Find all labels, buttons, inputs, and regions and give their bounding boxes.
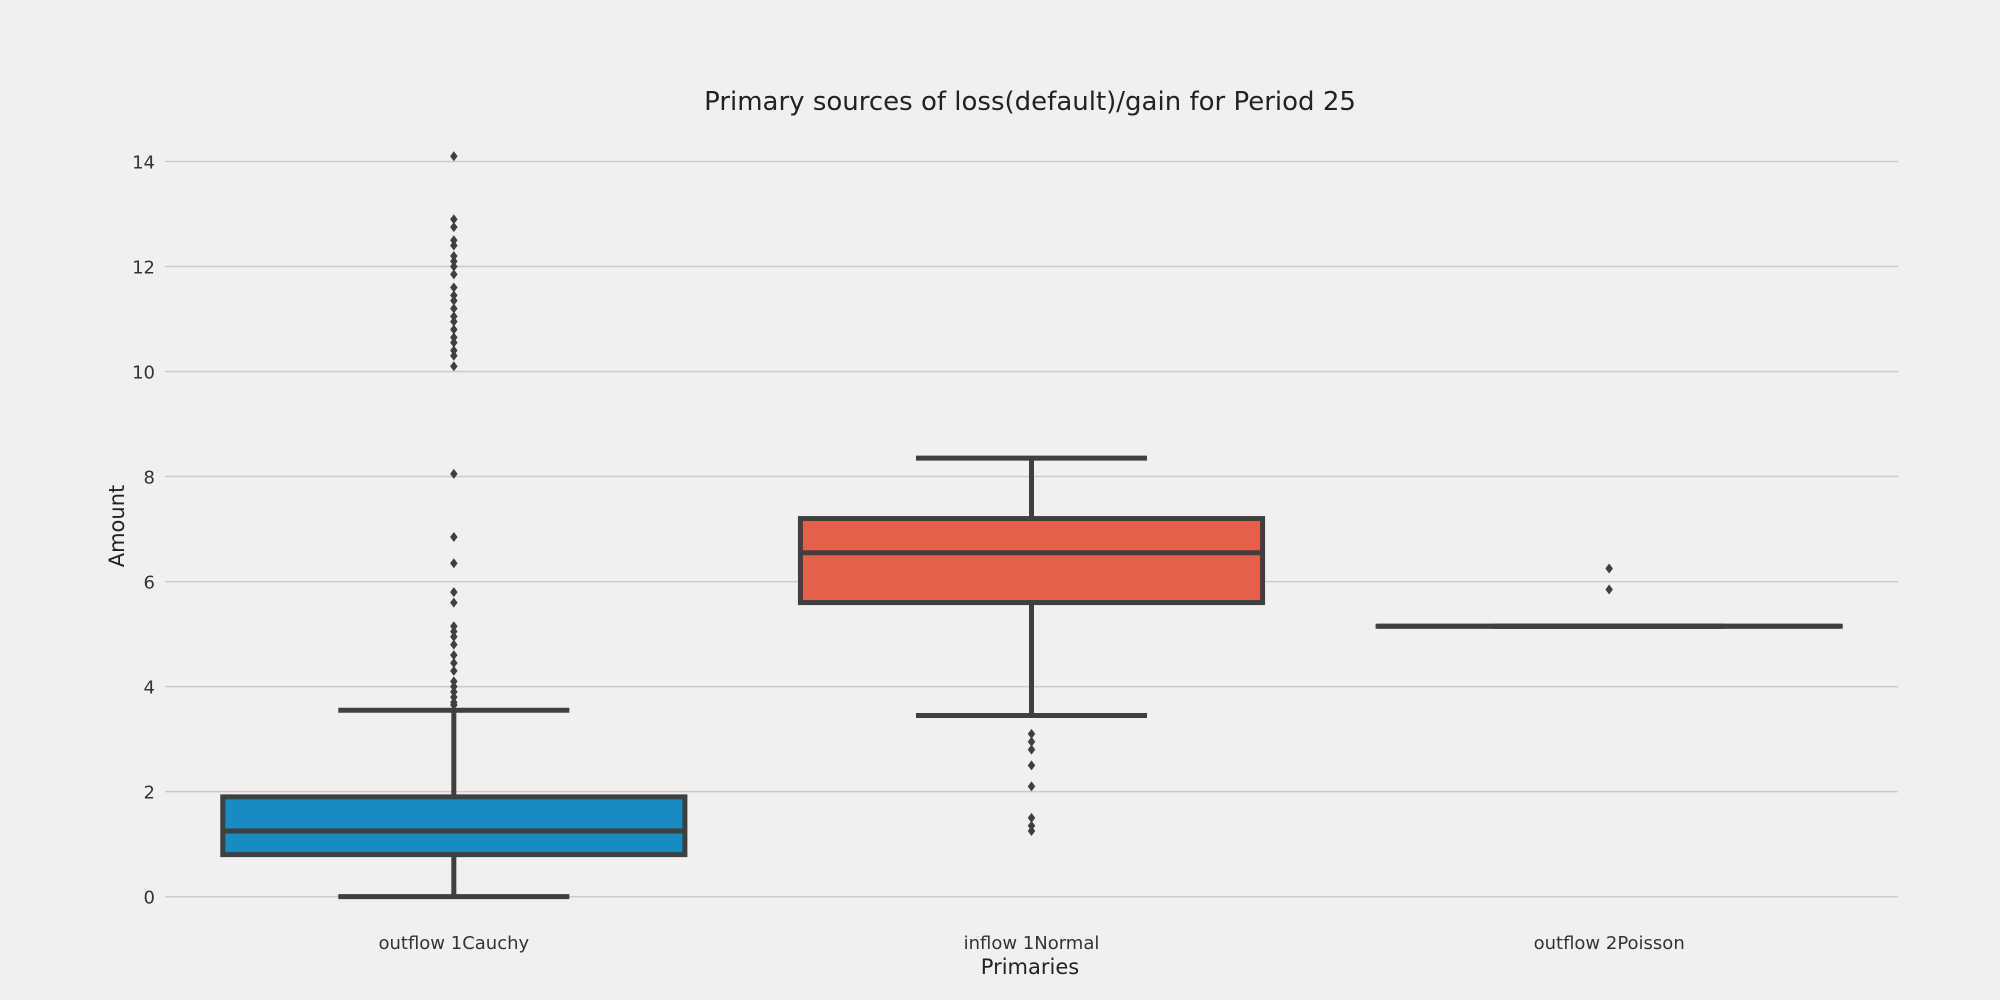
outlier-point xyxy=(450,597,458,608)
outlier-point xyxy=(450,261,458,272)
box-group xyxy=(220,151,688,900)
outlier-point xyxy=(450,240,458,251)
y-tick-label: 0 xyxy=(144,888,155,909)
y-tick-label: 14 xyxy=(132,153,155,174)
y-tick-label: 8 xyxy=(144,468,155,489)
outlier-point xyxy=(450,650,458,661)
outlier-point xyxy=(1027,825,1036,836)
outlier-point xyxy=(450,290,458,301)
outlier-point xyxy=(450,256,458,267)
outlier-point xyxy=(450,692,458,703)
outlier-point xyxy=(450,468,458,479)
outlier-point xyxy=(1027,820,1036,831)
outlier-point xyxy=(450,350,458,361)
outlier-point xyxy=(450,686,458,697)
y-tick-label: 10 xyxy=(132,363,155,384)
outlier-point xyxy=(450,316,458,327)
x-tick-label: inflow 1Normal xyxy=(964,933,1100,954)
outlier-point xyxy=(450,665,458,676)
outlier-point xyxy=(450,697,458,708)
outlier-point xyxy=(450,295,458,306)
outlier-point xyxy=(450,235,458,246)
outlier-point xyxy=(450,345,458,356)
outlier-point xyxy=(1027,812,1036,823)
outlier-point xyxy=(450,657,458,668)
outlier-point xyxy=(450,311,458,322)
x-tick-label: outflow 2Poisson xyxy=(1534,933,1685,954)
y-tick-label: 2 xyxy=(144,783,155,804)
outlier-point xyxy=(450,558,458,569)
outlier-point xyxy=(450,587,458,598)
outlier-point xyxy=(450,337,458,348)
outlier-point xyxy=(1027,781,1036,792)
chart-title: Primary sources of loss(default)/gain fo… xyxy=(704,87,1356,117)
outlier-point xyxy=(1027,728,1036,739)
outlier-point xyxy=(450,303,458,314)
box-series xyxy=(220,151,1843,900)
outlier-point xyxy=(450,214,458,225)
outlier-point xyxy=(450,626,458,637)
y-tick-labels: 0 2 4 6 8 10 12 14 xyxy=(132,153,155,909)
x-axis-label: Primaries xyxy=(981,955,1079,979)
x-tick-labels: outflow 1Cauchy inflow 1Normal outflow 2Po… xyxy=(378,933,1684,954)
outlier-point xyxy=(1027,736,1036,747)
outlier-point xyxy=(450,639,458,650)
outlier-point xyxy=(1027,744,1036,755)
outlier-point xyxy=(450,251,458,262)
outlier-point xyxy=(1605,584,1613,595)
y-tick-label: 12 xyxy=(132,258,155,279)
outlier-point xyxy=(450,681,458,692)
outlier-point xyxy=(450,676,458,687)
box-iqr xyxy=(797,516,1266,606)
outlier-point xyxy=(450,361,458,372)
outlier-point xyxy=(450,332,458,343)
x-tick-label: outflow 1Cauchy xyxy=(378,933,529,954)
outlier-point xyxy=(450,222,458,233)
box-group xyxy=(1375,563,1843,629)
y-axis-label: Amount xyxy=(105,485,129,568)
box-group xyxy=(797,455,1266,836)
outlier-point xyxy=(450,531,458,542)
outlier-point xyxy=(450,631,458,642)
outlier-point xyxy=(450,621,458,632)
outlier-point xyxy=(450,151,458,162)
outlier-point xyxy=(1027,760,1036,771)
outlier-point xyxy=(1605,563,1613,574)
y-tick-label: 4 xyxy=(144,678,155,699)
y-tick-label: 6 xyxy=(144,573,155,594)
box-iqr xyxy=(220,794,688,858)
outlier-point xyxy=(450,324,458,335)
outlier-point xyxy=(450,282,458,293)
outlier-point xyxy=(450,269,458,280)
